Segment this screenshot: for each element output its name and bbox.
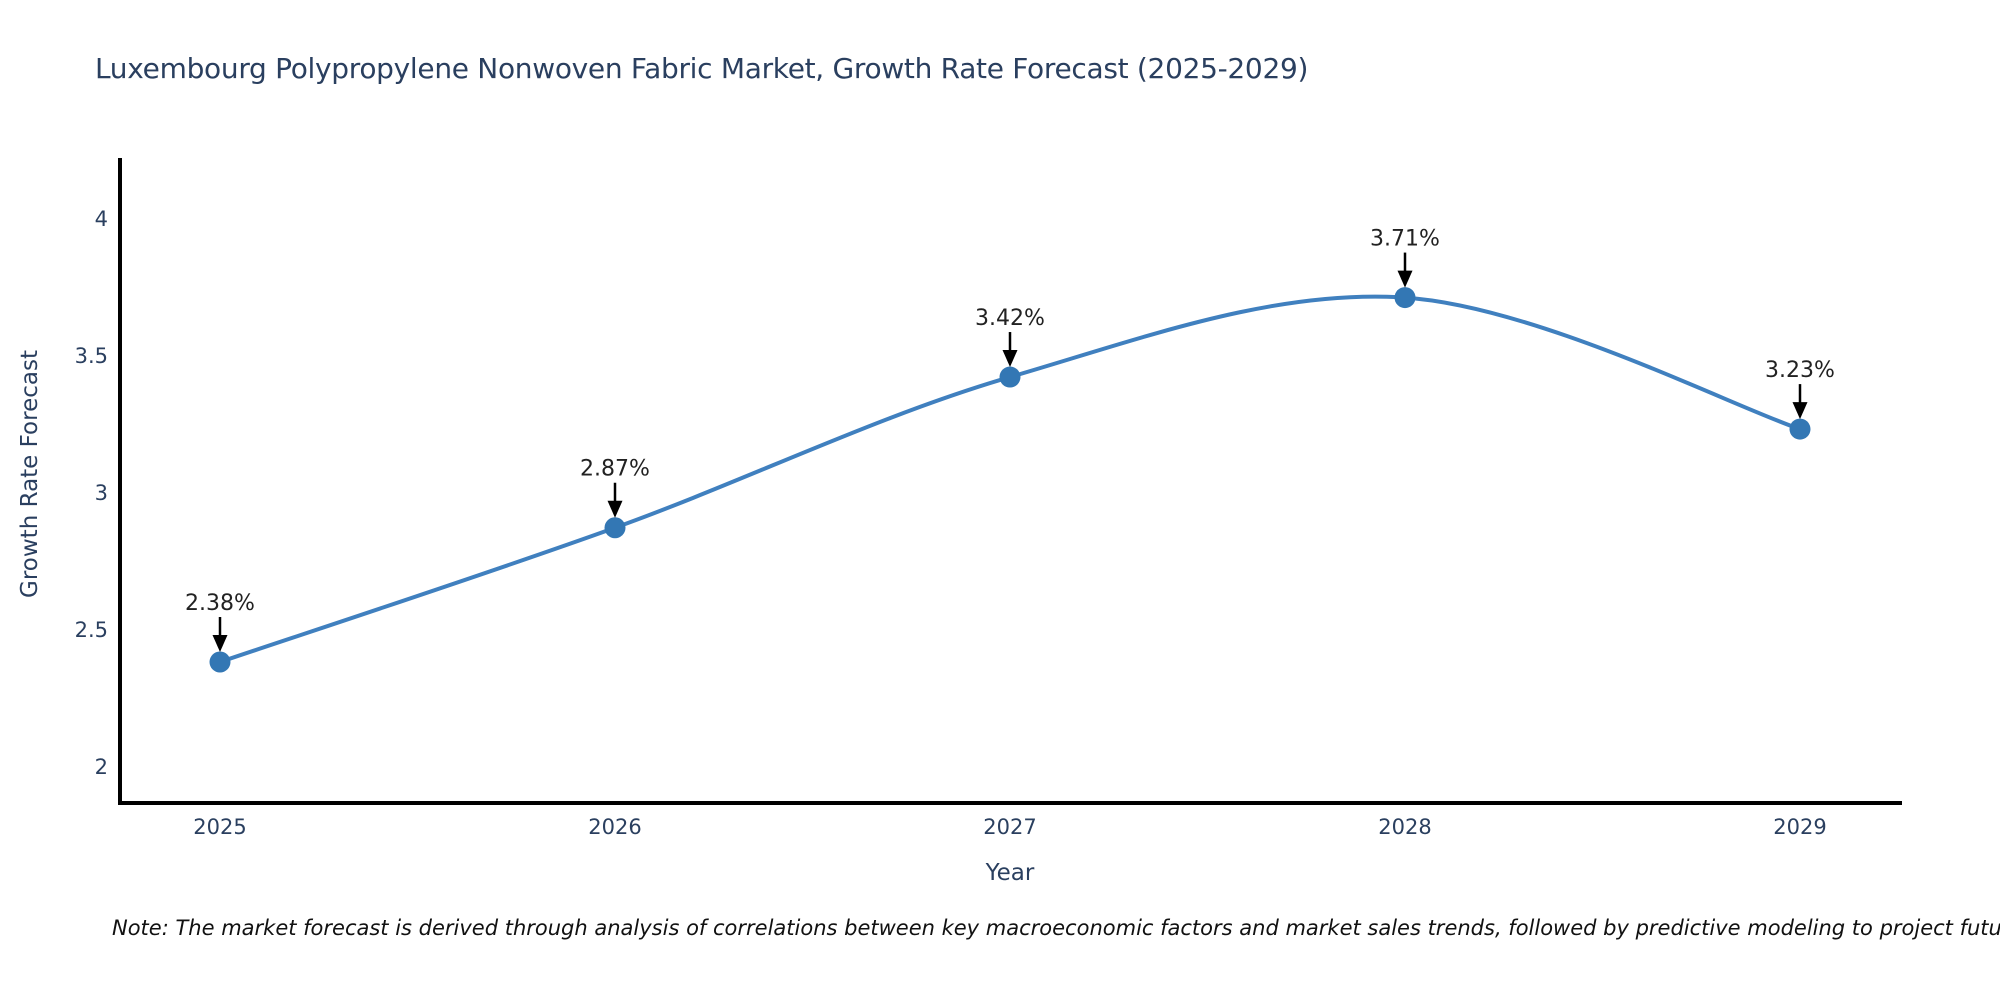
annotation-arrow-head [1002, 350, 1018, 368]
data-point-marker [1789, 418, 1811, 440]
y-tick-label: 2.5 [75, 618, 108, 642]
point-label: 2.38% [185, 591, 255, 616]
annotation-arrow-head [1792, 402, 1808, 420]
data-point-marker [1394, 287, 1416, 309]
point-label: 2.87% [580, 457, 650, 482]
point-label: 3.42% [975, 306, 1045, 331]
data-point-marker [999, 366, 1021, 388]
footnote: Note: The market forecast is derived thr… [112, 916, 2000, 940]
x-axis-spine [118, 801, 1902, 805]
point-label: 3.71% [1370, 227, 1440, 252]
x-tick-label: 2029 [1773, 815, 1826, 839]
y-axis-spine [118, 158, 122, 805]
data-point-marker [604, 517, 626, 539]
x-axis-title: Year [985, 860, 1035, 886]
x-tick-label: 2027 [983, 815, 1036, 839]
y-tick-label: 3 [95, 481, 108, 505]
y-tick-label: 2 [95, 755, 108, 779]
chart-title: Luxembourg Polypropylene Nonwoven Fabric… [95, 52, 1309, 85]
data-point-marker [209, 651, 231, 673]
x-tick-label: 2026 [588, 815, 641, 839]
y-tick-label: 3.5 [75, 344, 108, 368]
x-tick-label: 2028 [1378, 815, 1431, 839]
annotation-arrow-head [212, 635, 228, 652]
y-tick-label: 4 [95, 207, 108, 231]
annotation-arrow-head [607, 500, 623, 518]
x-tick-label: 2025 [193, 815, 246, 839]
annotation-arrow-head [1397, 270, 1413, 288]
point-label: 3.23% [1765, 358, 1835, 383]
